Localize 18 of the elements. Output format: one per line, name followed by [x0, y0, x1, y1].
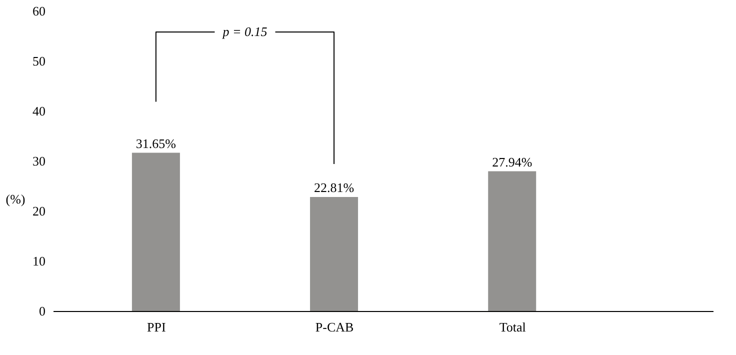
data-label: 31.65%	[136, 136, 176, 151]
y-tick-label: 40	[32, 104, 46, 118]
y-tick-label: 60	[32, 4, 46, 18]
y-axis-title: (%)	[6, 192, 26, 206]
y-tick-label: 0	[39, 304, 46, 318]
bar	[132, 152, 180, 311]
annotation: p = 0.15	[222, 24, 268, 39]
data-label: 27.94%	[492, 154, 532, 170]
bar	[310, 196, 358, 311]
x-tick-label: PPI	[147, 320, 166, 334]
y-tick-label: 20	[32, 204, 46, 218]
data-label: 22.81%	[314, 180, 354, 195]
y-tick-label: 10	[32, 254, 46, 268]
x-tick-label: Total	[499, 320, 526, 334]
bar	[488, 171, 536, 311]
y-tick-label: 50	[32, 54, 46, 68]
y-tick-label: 30	[32, 154, 46, 168]
x-tick-label: P-CAB	[315, 320, 354, 334]
